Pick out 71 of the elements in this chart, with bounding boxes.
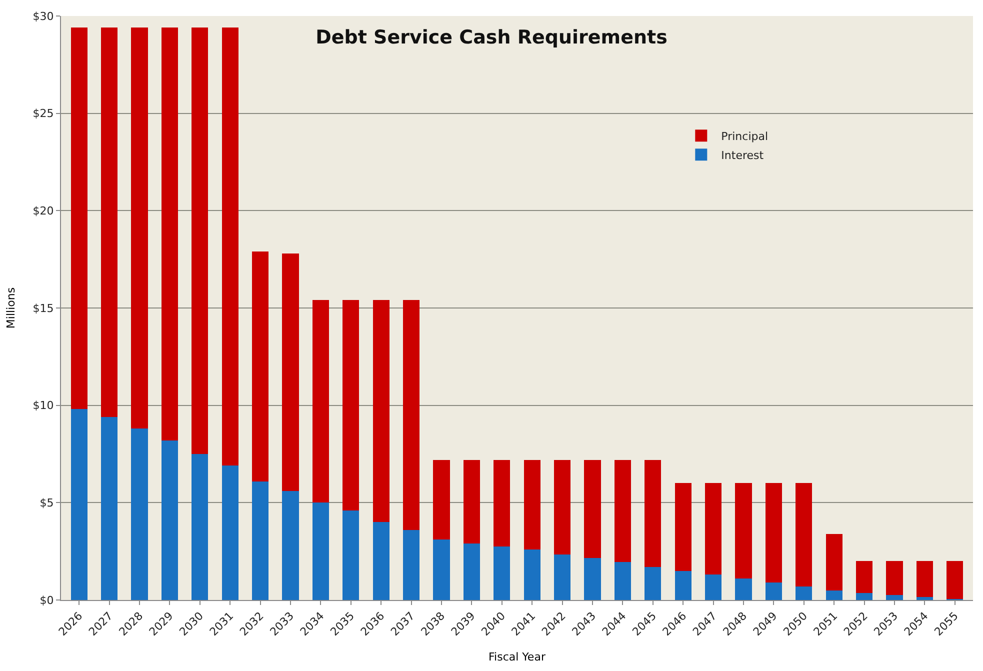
bar — [674, 570, 692, 600]
bar — [282, 253, 299, 491]
bar — [70, 28, 88, 410]
bar — [826, 590, 842, 600]
y-tick-label: $20 — [32, 204, 54, 218]
bar — [494, 460, 510, 546]
y-tick-label: $25 — [32, 107, 54, 120]
bar — [131, 28, 148, 429]
bar — [70, 409, 88, 600]
bar — [192, 454, 208, 600]
bar — [524, 460, 540, 550]
bar — [826, 534, 842, 590]
bar — [856, 561, 873, 594]
bar — [584, 558, 601, 600]
bar — [614, 562, 631, 600]
bar — [704, 483, 722, 575]
bar — [463, 460, 480, 544]
text: Debt Service Cash Requirements — [316, 26, 668, 48]
bar — [916, 597, 933, 600]
bar — [222, 466, 238, 600]
bar — [886, 595, 903, 600]
bar — [735, 578, 752, 600]
y-tick-label: $15 — [32, 302, 54, 315]
bar — [101, 28, 118, 418]
bar — [916, 561, 933, 598]
bar — [252, 252, 269, 482]
y-tick-label: $30 — [32, 10, 54, 23]
y-axis-title: Millions — [4, 287, 18, 329]
bar — [161, 28, 178, 440]
bar — [433, 460, 450, 540]
bar — [554, 554, 571, 600]
bar — [494, 546, 510, 600]
bar — [282, 490, 299, 600]
bar — [796, 586, 812, 600]
bar — [433, 540, 450, 600]
y-tick-label: $10 — [32, 399, 54, 412]
y-tick-label: $5 — [40, 496, 54, 510]
bar — [704, 574, 722, 600]
bar — [554, 460, 571, 554]
bar — [856, 593, 873, 600]
bar — [222, 28, 238, 466]
bar — [101, 417, 118, 600]
bar — [342, 300, 360, 510]
bar — [252, 481, 269, 600]
bar — [674, 483, 692, 571]
bar — [735, 483, 752, 579]
bar — [372, 522, 390, 600]
bar — [886, 561, 903, 596]
bar — [312, 300, 330, 503]
bar — [796, 483, 812, 586]
legend-label: Principal — [721, 130, 768, 143]
bar — [644, 566, 662, 600]
bar — [463, 544, 480, 600]
bar — [765, 582, 782, 600]
bar — [192, 28, 208, 454]
bar — [765, 483, 782, 582]
bar — [524, 549, 540, 600]
bar — [161, 440, 178, 600]
bar — [312, 502, 330, 600]
bar — [614, 460, 631, 562]
bar — [644, 460, 662, 567]
y-tick-label: $0 — [40, 594, 54, 607]
bar — [946, 561, 964, 600]
bar — [372, 300, 390, 522]
bar — [403, 300, 420, 530]
bar — [131, 428, 148, 600]
legend-label: Interest — [721, 148, 764, 162]
bar — [403, 530, 420, 600]
x-axis-title: Fiscal Year — [488, 650, 546, 664]
bar — [342, 510, 360, 600]
bar — [584, 460, 601, 558]
